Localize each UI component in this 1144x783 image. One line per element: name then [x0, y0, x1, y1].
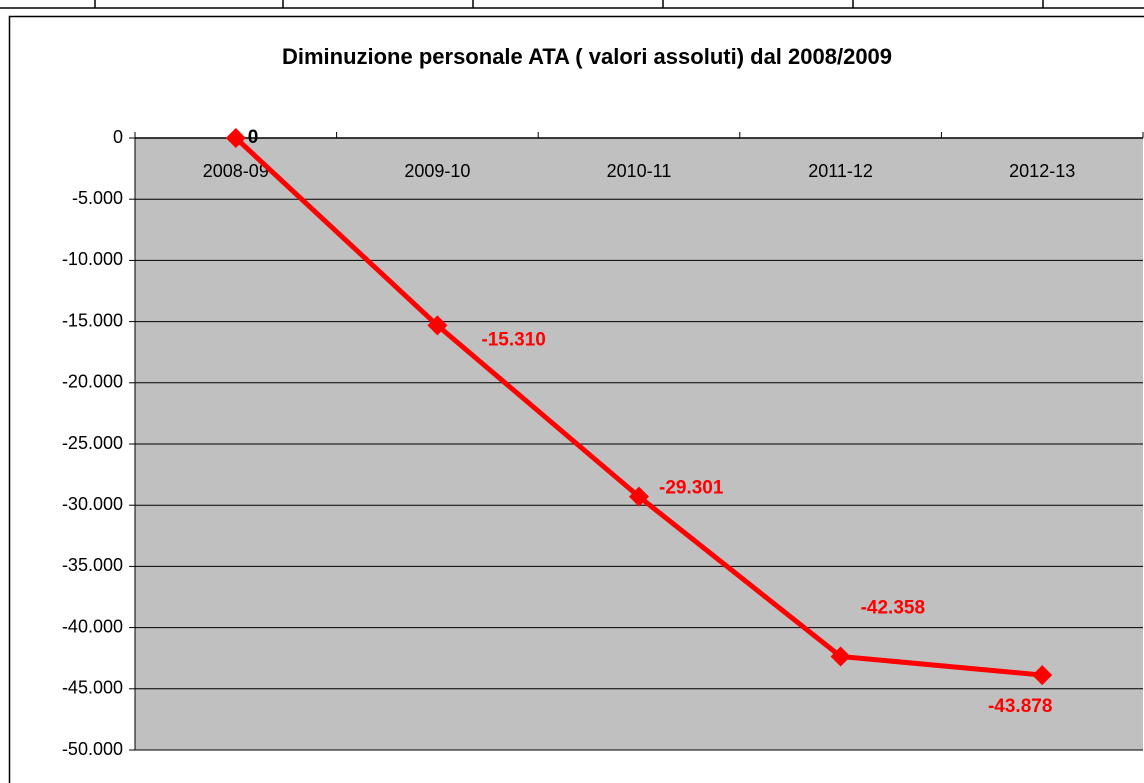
y-tick-label: 0 — [113, 127, 123, 147]
y-tick-label: -20.000 — [62, 372, 123, 392]
x-tick-label: 2010-11 — [607, 161, 672, 181]
y-tick-label: -10.000 — [62, 249, 123, 269]
y-tick-label: -15.000 — [62, 310, 123, 330]
x-tick-label: 2008-09 — [203, 161, 269, 181]
y-tick-label: -35.000 — [62, 555, 123, 575]
value-label: -15.310 — [481, 329, 545, 350]
table-border-strip — [0, 0, 1144, 9]
x-tick-label: 2009-10 — [404, 161, 470, 181]
y-tick-label: -30.000 — [62, 494, 123, 514]
value-label: -43.878 — [988, 696, 1052, 717]
marker — [629, 486, 649, 507]
y-tick-label: -5.000 — [72, 188, 123, 208]
marker — [830, 646, 851, 667]
value-label: -29.301 — [659, 478, 724, 499]
chart-title: Diminuzione personale ATA ( valori assol… — [282, 44, 892, 69]
x-tick-label: 2012-13 — [1009, 161, 1075, 181]
y-tick-label: -25.000 — [62, 433, 123, 453]
y-tick-label: -45.000 — [62, 678, 123, 698]
value-label: -42.358 — [861, 597, 925, 618]
marker — [225, 128, 246, 148]
x-tick-label: 2011-12 — [808, 161, 873, 181]
y-tick-label: -50.000 — [62, 739, 123, 759]
marker — [1032, 665, 1053, 686]
value-label: 0 — [248, 127, 259, 148]
marker — [427, 315, 448, 336]
y-tick-label: -40.000 — [62, 616, 123, 636]
